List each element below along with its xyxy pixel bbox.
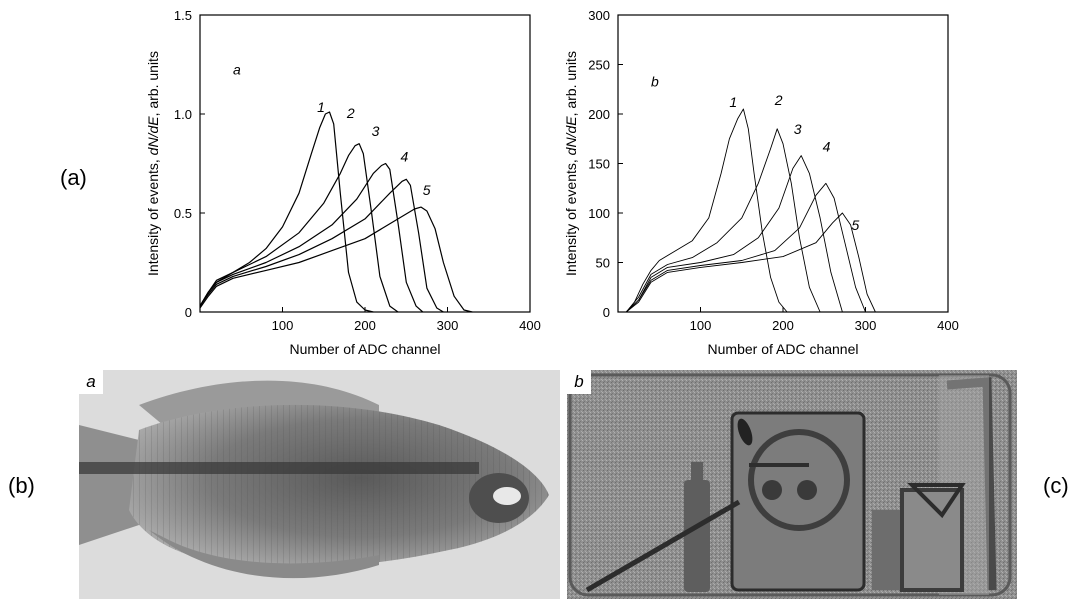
chart-b-x-tick-label: 300 xyxy=(855,318,877,333)
bag-xray-image: b xyxy=(567,370,1017,599)
chart-b-y-tick-label: 200 xyxy=(588,107,610,122)
chart-b-series-1-line xyxy=(625,108,788,313)
chart-b-x-tick-label: 400 xyxy=(937,318,959,333)
chart-a-panel-letter: a xyxy=(233,61,241,77)
chart-a-x-axis-label: Number of ADC channel xyxy=(290,341,441,357)
chart-a-x-tick-label: 400 xyxy=(519,318,541,333)
chart-b-x-tick-label: 100 xyxy=(690,318,712,333)
chart-b-series-label-2: 2 xyxy=(774,92,783,108)
panel-label-c: (c) xyxy=(1043,473,1069,498)
chart-b-y-tick-label: 150 xyxy=(588,157,610,172)
chart-b-y-tick-label: 100 xyxy=(588,206,610,221)
chart-a-series-5-line xyxy=(199,206,473,313)
chart-b-series-5-line xyxy=(626,212,876,313)
fish-xray-drawing xyxy=(79,370,560,599)
chart-b-series-label-3: 3 xyxy=(794,121,802,137)
panel-label-b: (b) xyxy=(8,473,35,498)
chart-a-x-tick-label: 300 xyxy=(437,318,459,333)
chart-b-series-label-5: 5 xyxy=(851,217,859,233)
chart-a-y-tick-label: 1.5 xyxy=(174,8,192,23)
fish-image-label: a xyxy=(79,370,103,394)
spectrum-chart-b: 100 200 300 400 0 50 100 150 200 250 300 Number of … xyxy=(563,8,959,357)
chart-a-series-3-line xyxy=(199,162,424,313)
fish-xray-image: a xyxy=(79,370,560,599)
chart-a-y-tick-label: 1.0 xyxy=(174,107,192,122)
chart-b-series-4-line xyxy=(625,182,866,313)
chart-b-series-3-line xyxy=(625,155,843,313)
chart-a-series-label-4: 4 xyxy=(400,149,408,165)
chart-a-series-2-line xyxy=(199,143,399,313)
chart-b-series-2-line xyxy=(625,128,821,313)
chart-a-series-label-5: 5 xyxy=(423,182,431,198)
chart-b-series-label-1: 1 xyxy=(729,94,737,110)
bag-image-label: b xyxy=(567,370,591,394)
chart-a-y-axis-label: Intensity of events, dN/dE, arb. units xyxy=(145,51,161,276)
chart-a-y-tick-label: 0 xyxy=(185,305,192,320)
chart-b-y-tick-label: 0 xyxy=(603,305,610,320)
chart-a-series-label-3: 3 xyxy=(372,123,380,139)
chart-a-series-label-2: 2 xyxy=(346,105,355,121)
chart-a-y-tick-label: 0.5 xyxy=(174,206,192,221)
chart-a-series-label-1: 1 xyxy=(317,99,325,115)
spectrum-chart-a: 100 200 300 400 0 0.5 1.0 1.5 Number of ADC chan… xyxy=(145,8,541,357)
chart-a-series-4-line xyxy=(199,178,444,313)
chart-b-x-axis-label: Number of ADC channel xyxy=(708,341,859,357)
bag-xray-drawing xyxy=(567,370,1017,599)
chart-b-series-label-4: 4 xyxy=(823,139,831,155)
chart-b-x-tick-label: 200 xyxy=(772,318,794,333)
chart-a-x-tick-label: 100 xyxy=(272,318,294,333)
chart-b-y-tick-label: 250 xyxy=(588,58,610,73)
panel-label-a: (a) xyxy=(60,165,87,190)
chart-a-x-tick-label: 200 xyxy=(354,318,376,333)
chart-b-y-tick-label: 50 xyxy=(596,256,610,271)
chart-b-y-axis-label: Intensity of events, dN/dE, arb. units xyxy=(563,51,579,276)
chart-b-y-tick-label: 300 xyxy=(588,8,610,23)
chart-b-panel-letter: b xyxy=(651,73,659,89)
